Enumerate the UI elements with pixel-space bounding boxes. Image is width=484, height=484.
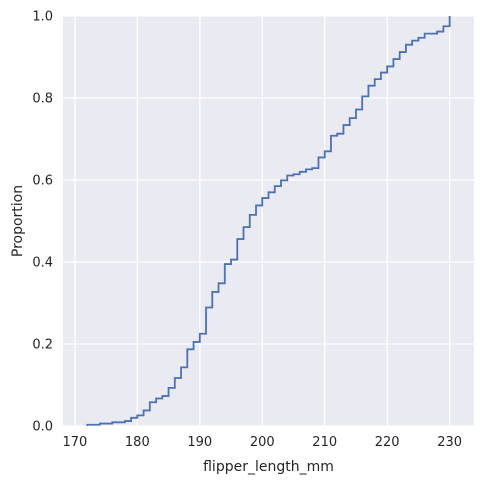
x-tick-label: 190 <box>187 435 212 450</box>
x-tick-labels: 170 180 190 200 210 220 230 <box>62 435 462 450</box>
x-tick-label: 230 <box>437 435 462 450</box>
ecdf-series-line <box>86 16 451 426</box>
x-tick-label: 180 <box>125 435 150 450</box>
y-axis-label: Proportion <box>10 185 26 257</box>
x-tick-label: 210 <box>312 435 337 450</box>
y-tick-label: 0.4 <box>32 256 53 271</box>
x-axis-label: flipper_length_mm <box>203 459 334 475</box>
grid-lines <box>63 15 474 427</box>
x-tick-label: 170 <box>62 435 87 450</box>
plot-background <box>63 16 474 426</box>
y-tick-label: 0.0 <box>32 420 53 435</box>
x-tick-label: 220 <box>375 435 400 450</box>
x-tick-label: 200 <box>250 435 275 450</box>
y-tick-labels: 0.0 0.2 0.4 0.6 0.8 1.0 <box>32 10 53 435</box>
y-tick-label: 0.8 <box>32 92 53 107</box>
y-tick-label: 1.0 <box>32 10 53 25</box>
y-tick-label: 0.6 <box>32 174 53 189</box>
y-tick-label: 0.2 <box>32 338 53 353</box>
